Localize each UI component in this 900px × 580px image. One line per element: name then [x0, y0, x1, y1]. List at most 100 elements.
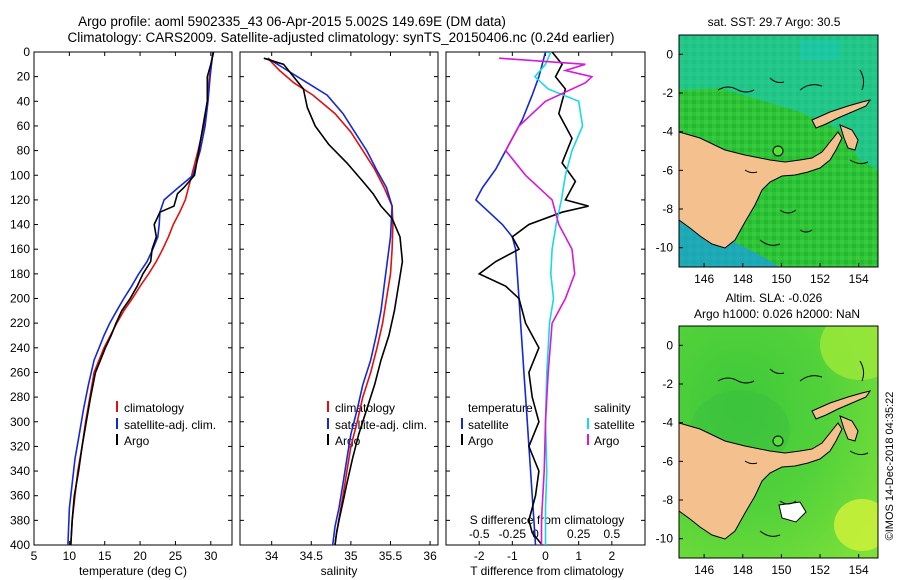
map-lon-label: 148	[733, 272, 753, 286]
series-line-temperature-argo	[477, 51, 589, 546]
sla-map-title: Altim. SLA: -0.026	[726, 291, 823, 305]
y-tick-label: 220	[10, 316, 30, 330]
map-lon-label: 148	[733, 563, 753, 577]
y-tick-label: 180	[10, 267, 30, 281]
map-lat-label: -4	[662, 125, 673, 139]
series-line-climatology	[267, 57, 394, 546]
difference-legend: temperature satellite Argo salinity sate…	[461, 401, 635, 448]
legend-temperature-title: temperature	[468, 401, 533, 415]
legend-s-argo: Argo	[594, 434, 620, 448]
map-lat-label: -6	[662, 163, 673, 177]
map-lon-label: 154	[849, 272, 869, 286]
legend-satellite-adj-clim-s: satellite-adj. clim.	[335, 418, 427, 432]
imos-credit: ©IMOS 14-Dec-2018 04:35:22	[884, 392, 896, 541]
map-lat-label: 0	[666, 47, 673, 61]
y-tick-label: 160	[10, 242, 30, 256]
map-lat-label: -6	[662, 454, 673, 468]
y-tick-label: 80	[17, 144, 31, 158]
map-lat-label: -10	[656, 241, 674, 255]
figure-title-line2: Climatology: CARS2009. Satellite-adjuste…	[67, 30, 614, 45]
y-tick-label: 360	[10, 489, 30, 503]
map-lon-label: 152	[810, 272, 830, 286]
series-line-salinity-satellite	[533, 51, 584, 545]
y-tick-label: 200	[10, 292, 30, 306]
map-lon-label: 150	[771, 563, 791, 577]
map-lon-label: 152	[810, 563, 830, 577]
y-tick-label: 400	[10, 538, 30, 552]
y-tick-label: 300	[10, 415, 30, 429]
sst-map-title: sat. SST: 29.7 Argo: 30.5	[708, 15, 841, 29]
legend-salinity-title: salinity	[594, 401, 631, 415]
x-tick-label: 35	[344, 549, 358, 563]
y-tick-label: 320	[10, 439, 30, 453]
s-difference-xlabel: S difference from climatology	[470, 513, 625, 527]
series-line-satellite-adj-clim-	[267, 57, 393, 546]
x-tick-label: 20	[133, 549, 147, 563]
legend-s-satellite: satellite	[594, 418, 635, 432]
y-tick-label: 140	[10, 218, 30, 232]
y-tick-label: 380	[10, 513, 30, 527]
legend-t-argo: Argo	[468, 434, 494, 448]
x-tick-label: 34	[265, 549, 279, 563]
y-tick-label: 0	[23, 45, 30, 59]
x-tick-label: 1	[575, 549, 582, 563]
legend-t-satellite: satellite	[468, 418, 509, 432]
series-line-argo	[263, 57, 404, 546]
x-tick-label: 25	[169, 549, 183, 563]
legend-argo-s: Argo	[335, 434, 361, 448]
map-lat-label: -2	[662, 86, 673, 100]
map-lon-label: 146	[694, 272, 714, 286]
x-tick-label: -1	[507, 549, 518, 563]
y-tick-label: 40	[17, 94, 31, 108]
map-lon-label: 146	[694, 563, 714, 577]
salinity-xlabel: salinity	[321, 564, 358, 578]
y-tick-label: 120	[10, 193, 30, 207]
legend-climatology: climatology	[124, 401, 184, 415]
map-lon-label: 154	[849, 563, 869, 577]
sst-map: sat. SST: 29.7 Argo: 30.5 146 148 150 152 15…	[656, 15, 879, 286]
map-lat-label: -8	[662, 202, 673, 216]
salinity-legend: climatology satellite-adj. clim. Argo	[327, 401, 427, 448]
y-tick-label: 60	[17, 119, 31, 133]
difference-panel: temperature satellite Argo salinity sate…	[445, 51, 646, 578]
x-tick-label: 0	[542, 549, 549, 563]
map-lat-label: 0	[666, 338, 673, 352]
y-tick-label: 340	[10, 464, 30, 478]
map-lat-label: -10	[656, 532, 674, 546]
s-tick-label: -0.5	[469, 527, 490, 541]
legend-argo: Argo	[124, 434, 150, 448]
series-line-temperature-satellite	[474, 51, 547, 546]
y-tick-label: 240	[10, 341, 30, 355]
sla-map: Altim. SLA: -0.026 Argo h1000: 0.026 h20…	[656, 291, 879, 577]
sla-map-subtitle: Argo h1000: 0.026 h2000: NaN	[694, 307, 860, 321]
x-tick-label: 10	[63, 549, 77, 563]
salinity-panel: climatology satellite-adj. clim. Argo sa…	[239, 51, 439, 578]
map-lat-label: -4	[662, 416, 673, 430]
y-tick-label: 280	[10, 390, 30, 404]
x-tick-label: 5	[31, 549, 38, 563]
map-lat-label: -2	[662, 377, 673, 391]
map-lat-label: -8	[662, 493, 673, 507]
series-line-satellite-adj-clim-	[67, 51, 214, 546]
x-tick-label: -2	[474, 549, 485, 563]
x-tick-label: 30	[204, 549, 218, 563]
x-tick-label: 36	[423, 549, 437, 563]
temperature-legend: climatology satellite-adj. clim. Argo	[116, 401, 216, 448]
sst-warm-pool	[679, 35, 878, 170]
argo-marker-sst	[772, 145, 784, 157]
s-tick-label: 0.5	[603, 527, 620, 541]
temperature-panel: climatology satellite-adj. clim. Argo te…	[10, 45, 233, 578]
series-line-argo	[70, 51, 215, 546]
x-tick-label: 15	[98, 549, 112, 563]
s-tick-label: 0	[532, 527, 539, 541]
s-tick-label: -0.25	[499, 527, 527, 541]
x-tick-label: 2	[608, 549, 615, 563]
s-tick-label: 0.25	[567, 527, 591, 541]
x-tick-label: 34.5	[300, 549, 324, 563]
y-tick-label: 20	[17, 70, 31, 84]
y-tick-label: 260	[10, 365, 30, 379]
argo-marker-sla	[772, 435, 784, 447]
series-line-salinity-argo	[499, 57, 594, 545]
temperature-xlabel: temperature (deg C)	[79, 564, 187, 578]
